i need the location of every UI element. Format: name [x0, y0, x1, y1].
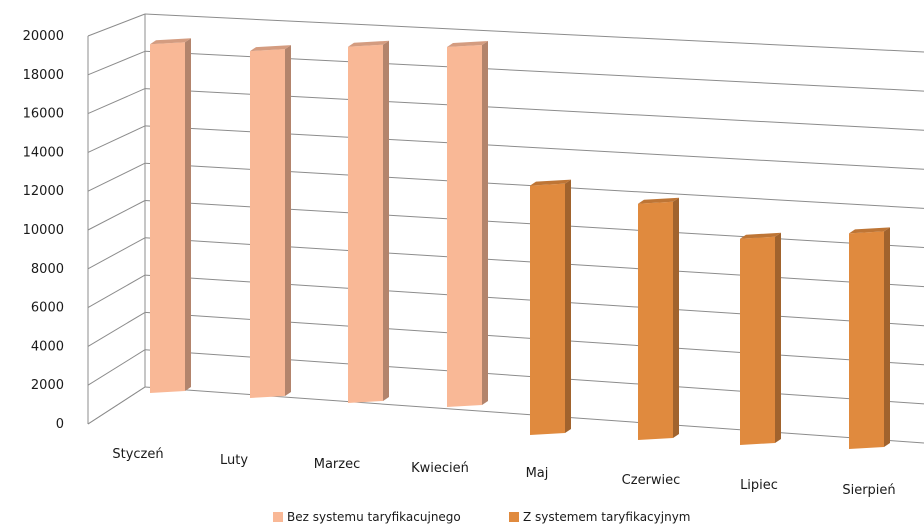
legend-swatch-series-2	[509, 512, 519, 522]
bar-side-face	[565, 179, 571, 433]
legend-label-series-1: Bez systemu taryfikacujnego	[287, 510, 461, 524]
bar-top-face	[849, 227, 890, 234]
y-tick-label: 10000	[23, 223, 64, 238]
x-tick-label: Styczeń	[112, 447, 163, 462]
bar-side-face	[285, 45, 291, 396]
bar-top-face	[250, 45, 291, 52]
bar	[638, 197, 679, 440]
y-tick-label: 14000	[23, 145, 64, 160]
bar-top-face	[530, 179, 571, 186]
x-tick-label: Sierpień	[842, 483, 895, 498]
bar	[447, 41, 488, 407]
bar	[849, 227, 890, 449]
legend-label-series-2: Z systemem taryfikacyjnym	[523, 510, 690, 524]
side-gridline	[87, 50, 146, 76]
bar-front-face	[348, 44, 383, 403]
side-gridline	[87, 13, 146, 37]
floor-edge	[87, 386, 146, 425]
side-gridline	[87, 125, 146, 153]
bar-side-face	[383, 40, 389, 401]
legend-swatch-series-1	[273, 512, 283, 522]
bar	[530, 179, 571, 435]
grid-layer	[87, 13, 924, 444]
x-tick-label: Marzec	[314, 457, 361, 472]
side-gridline	[87, 162, 146, 192]
bar-front-face	[849, 231, 884, 449]
y-tick-label: 8000	[31, 262, 64, 277]
y-tick-label: 18000	[23, 68, 64, 83]
bar-front-face	[638, 201, 673, 440]
side-gridline	[87, 88, 146, 115]
bars-layer	[150, 38, 890, 449]
bar-front-face	[150, 42, 185, 393]
bar-top-face	[447, 41, 488, 47]
bar-side-face	[775, 232, 781, 443]
y-tick-label: 16000	[23, 107, 64, 122]
bar-top-face	[638, 197, 679, 204]
side-gridline	[87, 237, 146, 270]
bar-front-face	[447, 45, 482, 407]
bar-front-face	[530, 183, 565, 435]
bar-top-face	[150, 38, 191, 45]
bar-side-face	[482, 41, 488, 405]
y-tick-label: 2000	[31, 378, 64, 393]
y-tick-label: 20000	[23, 29, 64, 44]
bar	[740, 232, 781, 445]
x-tick-label: Luty	[220, 453, 248, 468]
bar	[150, 38, 191, 393]
x-tick-label: Czerwiec	[622, 473, 681, 488]
y-tick-label: 12000	[23, 184, 64, 199]
side-gridline	[87, 311, 146, 347]
x-tick-label: Maj	[526, 466, 549, 481]
side-gridline	[87, 274, 146, 309]
bar-front-face	[740, 236, 775, 445]
y-axis: 0 2000 4000 6000 8000 10000 12000 14000 16000 180…	[23, 29, 64, 432]
bar-side-face	[673, 197, 679, 438]
gridline	[144, 13, 924, 53]
bar-front-face	[250, 49, 285, 398]
y-tick-label: 4000	[31, 339, 64, 354]
y-tick-label: 6000	[31, 301, 64, 316]
bar	[348, 40, 389, 403]
y-tick-label: 0	[56, 417, 64, 432]
x-tick-label: Lipiec	[740, 478, 778, 493]
legend: Bez systemu taryfikacujnego Z systemem t…	[273, 510, 690, 524]
bar-top-face	[740, 232, 781, 239]
side-gridline	[87, 349, 146, 386]
bar	[250, 45, 291, 398]
side-gridline	[87, 200, 146, 231]
bar-top-face	[348, 40, 389, 47]
bar-side-face	[185, 38, 191, 391]
bar-side-face	[884, 227, 890, 447]
x-axis: Styczeń Luty Marzec Kwiecień Maj Czerwiec Lipi…	[112, 447, 895, 498]
x-tick-label: Kwiecień	[411, 461, 469, 476]
